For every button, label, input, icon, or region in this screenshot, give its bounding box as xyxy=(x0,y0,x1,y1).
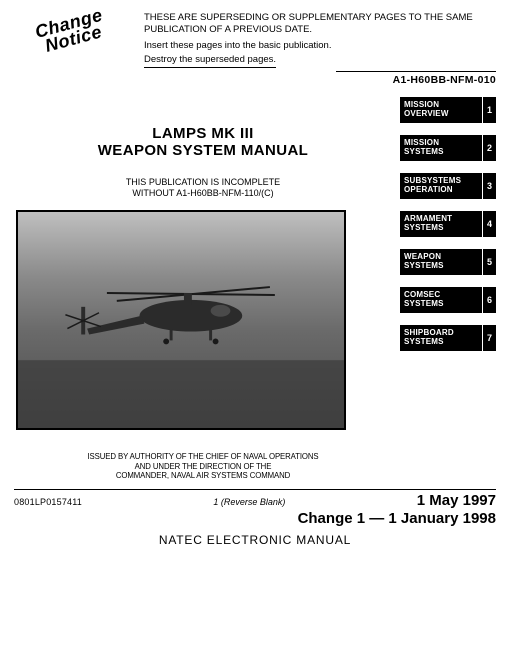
tab-label: SHIPBOARD SYSTEMS xyxy=(400,325,482,351)
docnum-row: A1-H60BB-NFM-010 xyxy=(144,71,496,87)
tab-armament-systems: ARMAMENT SYSTEMS 4 xyxy=(400,211,496,237)
natec-footer: NATEC ELECTRONIC MANUAL xyxy=(14,533,496,547)
incomplete-line1: THIS PUBLICATION IS INCOMPLETE xyxy=(14,177,392,189)
supersede-para1: THESE ARE SUPERSEDING OR SUPPLEMENTARY P… xyxy=(144,12,496,36)
tab-number: 4 xyxy=(482,211,496,237)
left-column: LAMPS MK III WEAPON SYSTEM MANUAL THIS P… xyxy=(14,97,392,482)
main-area: LAMPS MK III WEAPON SYSTEM MANUAL THIS P… xyxy=(14,97,496,482)
chapter-tabs: MISSION OVERVIEW 1 MISSION SYSTEMS 2 SUB… xyxy=(400,97,496,482)
helicopter-illustration xyxy=(18,212,344,429)
tab-subsystems-operation: SUBSYSTEMS OPERATION 3 xyxy=(400,173,496,199)
incomplete-notice: THIS PUBLICATION IS INCOMPLETE WITHOUT A… xyxy=(14,177,392,200)
tab-comsec-systems: COMSEC SYSTEMS 6 xyxy=(400,287,496,313)
supersede-para3: Destroy the superseded pages. xyxy=(144,54,276,68)
manual-title: LAMPS MK III WEAPON SYSTEM MANUAL xyxy=(14,125,392,159)
change-notice-stamp: Change Notice xyxy=(7,0,136,62)
issued-line2: AND UNDER THE DIRECTION OF THE xyxy=(14,462,392,472)
tab-number: 7 xyxy=(482,325,496,351)
title-line2: WEAPON SYSTEM MANUAL xyxy=(14,142,392,159)
change-date-line: Change 1 — 1 January 1998 xyxy=(14,510,496,527)
tab-mission-overview: MISSION OVERVIEW 1 xyxy=(400,97,496,123)
tab-label: ARMAMENT SYSTEMS xyxy=(400,211,482,237)
document-number: A1-H60BB-NFM-010 xyxy=(336,71,496,87)
cover-photo xyxy=(16,210,346,430)
tab-number: 5 xyxy=(482,249,496,275)
incomplete-line2: WITHOUT A1-H60BB-NFM-110/(C) xyxy=(14,188,392,200)
page-root: Change Notice THESE ARE SUPERSEDING OR S… xyxy=(0,0,510,652)
tab-label: SUBSYSTEMS OPERATION xyxy=(400,173,482,199)
tab-label: WEAPON SYSTEMS xyxy=(400,249,482,275)
superseding-text: THESE ARE SUPERSEDING OR SUPPLEMENTARY P… xyxy=(144,12,496,87)
tab-number: 1 xyxy=(482,97,496,123)
tab-label: MISSION SYSTEMS xyxy=(400,135,482,161)
title-line1: LAMPS MK III xyxy=(14,125,392,142)
header-row: Change Notice THESE ARE SUPERSEDING OR S… xyxy=(14,12,496,87)
original-date: 1 May 1997 xyxy=(417,492,496,509)
stock-number: 0801LP0157411 xyxy=(14,497,82,507)
tab-shipboard-systems: SHIPBOARD SYSTEMS 7 xyxy=(400,325,496,351)
issued-line1: ISSUED BY AUTHORITY OF THE CHIEF OF NAVA… xyxy=(14,452,392,462)
footer-rule xyxy=(14,489,496,490)
tab-label: COMSEC SYSTEMS xyxy=(400,287,482,313)
tab-number: 6 xyxy=(482,287,496,313)
tab-weapon-systems: WEAPON SYSTEMS 5 xyxy=(400,249,496,275)
tab-mission-systems: MISSION SYSTEMS 2 xyxy=(400,135,496,161)
tab-number: 3 xyxy=(482,173,496,199)
issued-by-block: ISSUED BY AUTHORITY OF THE CHIEF OF NAVA… xyxy=(14,452,392,481)
page-reverse-blank: 1 (Reverse Blank) xyxy=(82,497,417,507)
supersede-para2: Insert these pages into the basic public… xyxy=(144,40,496,52)
tab-number: 2 xyxy=(482,135,496,161)
footer-row-1: 0801LP0157411 1 (Reverse Blank) 1 May 19… xyxy=(14,492,496,509)
tab-label: MISSION OVERVIEW xyxy=(400,97,482,123)
issued-line3: COMMANDER, NAVAL AIR SYSTEMS COMMAND xyxy=(14,471,392,481)
